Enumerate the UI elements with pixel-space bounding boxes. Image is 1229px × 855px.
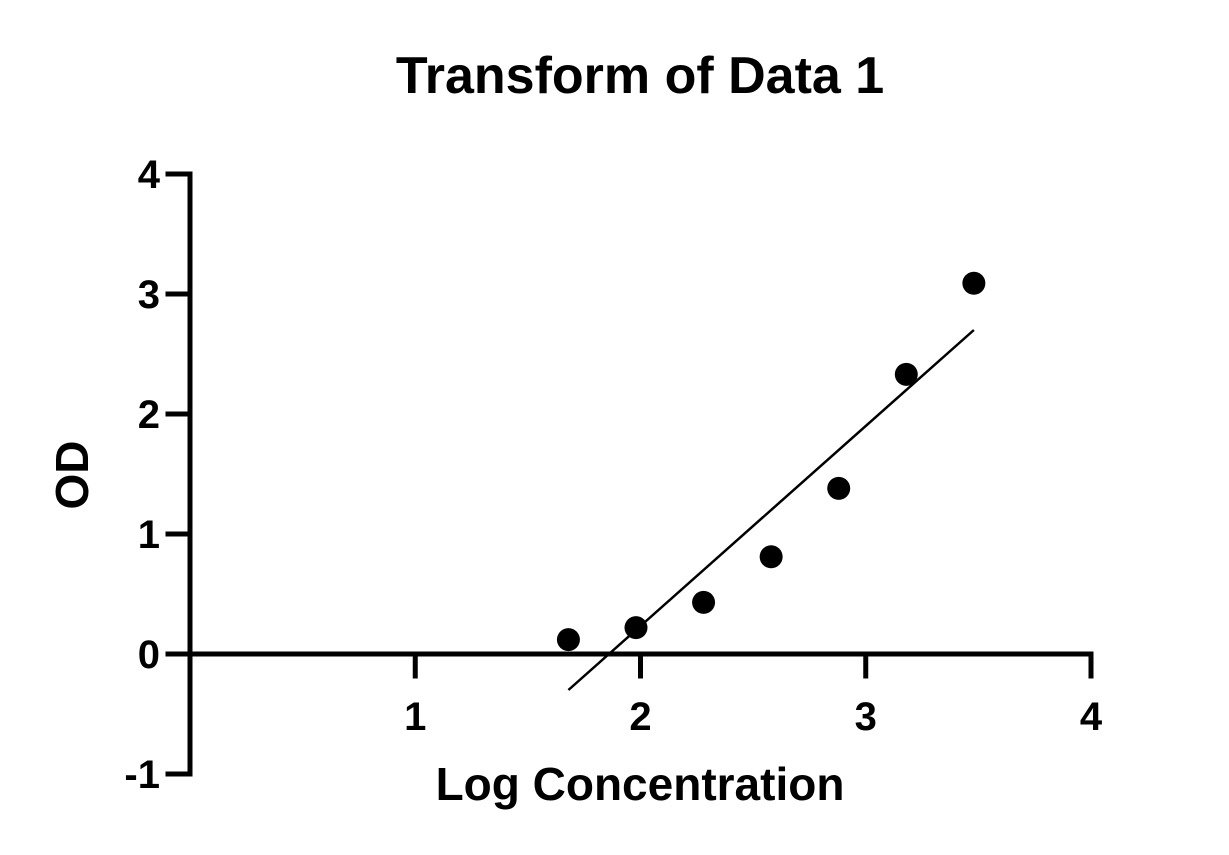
- data-point: [962, 271, 986, 295]
- x-tick-label: 4: [1080, 695, 1103, 739]
- y-tick-label: -1: [124, 753, 160, 797]
- x-tick-label: 1: [404, 695, 426, 739]
- x-tick-label: 3: [855, 695, 877, 739]
- data-points: [556, 271, 986, 652]
- data-point: [692, 590, 716, 614]
- y-axis-label: OD: [46, 441, 98, 510]
- y-tick-label: 1: [138, 513, 160, 557]
- data-point: [624, 616, 648, 640]
- axes: -1 0 1 2 3 4 1 2 3 4: [124, 153, 1102, 797]
- y-tick-label: 2: [138, 393, 160, 437]
- data-point: [759, 545, 783, 569]
- x-tick-label: 2: [629, 695, 651, 739]
- chart-title: Transform of Data 1: [396, 47, 884, 105]
- y-tick-label: 0: [138, 633, 160, 677]
- x-axis-label: Log Concentration: [436, 758, 845, 810]
- data-point: [556, 628, 580, 652]
- data-point: [827, 476, 851, 500]
- y-tick-label: 4: [138, 153, 161, 197]
- y-tick-label: 3: [138, 273, 160, 317]
- data-point: [894, 362, 918, 386]
